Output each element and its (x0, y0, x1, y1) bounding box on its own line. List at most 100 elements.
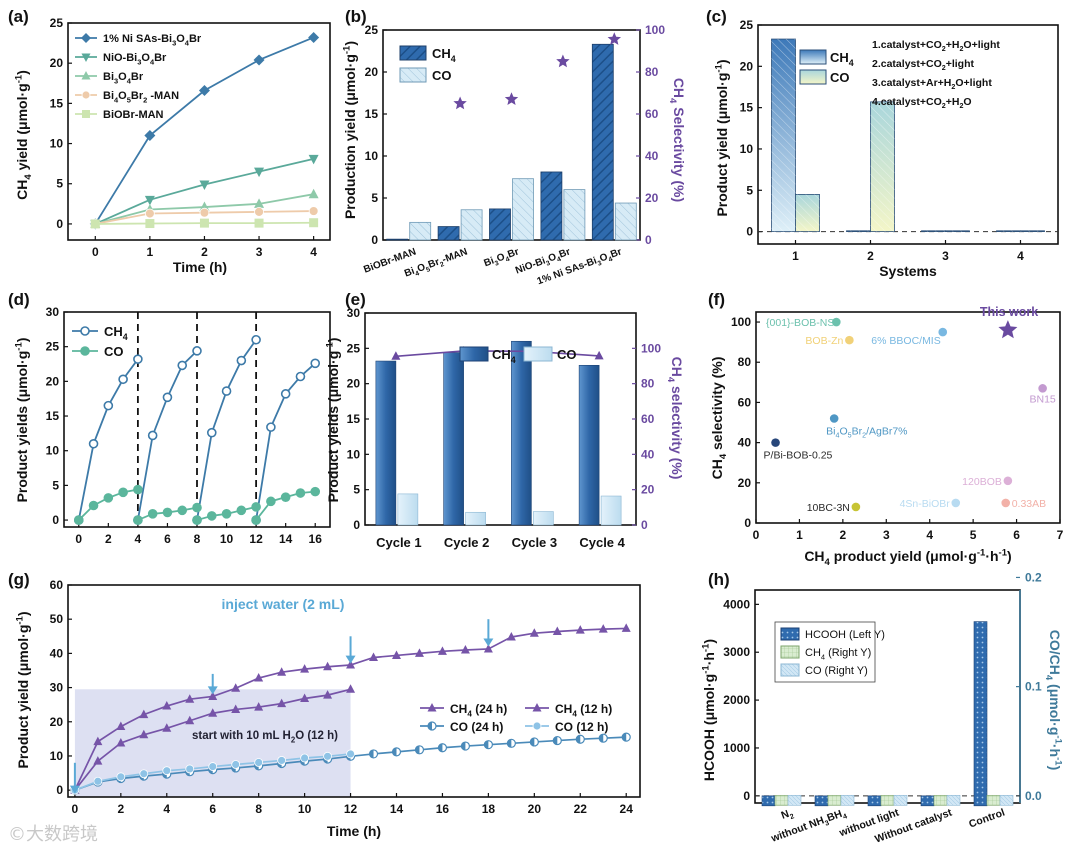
data-point (185, 694, 195, 703)
series-line (94, 36, 314, 225)
y-tick-label: 40 (738, 436, 752, 450)
data-point (295, 488, 306, 498)
data-point (116, 772, 126, 782)
data-point (300, 693, 310, 703)
bar-ch4 (443, 352, 464, 526)
panel-label: (a) (8, 7, 29, 26)
bar-hcooh (867, 795, 882, 807)
y-axis-label: Product yield (μmol·g-1) (714, 59, 730, 216)
y-tick-label: 10 (365, 149, 379, 163)
point-label: 10BC-3N (807, 502, 850, 514)
y2-axis-label: CH4 selectivity (%) (665, 357, 685, 480)
y-tick-label: 25 (740, 18, 754, 32)
x-tick-label: 1 (796, 528, 803, 542)
data-point (231, 683, 241, 692)
x-tick-label: Cycle 2 (444, 535, 490, 550)
bar-co (840, 794, 855, 806)
data-point (1003, 476, 1013, 486)
plot-frame (757, 24, 1059, 245)
legend-swatch (399, 45, 427, 61)
x-tick-label: 0 (92, 245, 99, 259)
data-point (116, 721, 126, 731)
panel-label: (b) (345, 7, 367, 26)
y-tick-label: 20 (50, 56, 64, 70)
legend-entry: BiOBr-MAN (103, 109, 164, 121)
x-tick-label: 14 (279, 532, 293, 546)
data-point (185, 715, 195, 725)
data-point (529, 737, 539, 747)
data-point (1038, 384, 1047, 393)
data-point (254, 702, 264, 711)
y-tick-label: 10 (50, 137, 64, 151)
legend-entry: CO (830, 70, 850, 85)
data-point (103, 400, 114, 411)
panel-f: (f) 0 20 40 60 80 100 0 1 2 3 4 5 6 7 CH4 product yield… (708, 290, 1064, 568)
data-point (938, 327, 948, 337)
x-tick-label: 3 (883, 528, 890, 542)
data-point-half (392, 747, 397, 756)
y-tick-label: 15 (50, 96, 64, 110)
x-tick-label: Bi3O4Br (482, 246, 521, 271)
legend-swatch (459, 346, 489, 362)
data-point (254, 758, 264, 767)
data-point (88, 500, 99, 511)
bar-co (409, 221, 432, 241)
point-label: 4Sn-BiOBr (900, 498, 951, 510)
point-label: 0.33AB (1012, 498, 1046, 510)
panel-label: (c) (706, 7, 727, 26)
data-point (483, 643, 493, 653)
data-point (575, 625, 585, 634)
data-point (192, 502, 202, 513)
legend-entry: CO (Right Y) (805, 665, 868, 677)
data-point-half (461, 742, 466, 751)
x-tick-label: 0 (75, 532, 82, 546)
x-tick-label: 6 (164, 532, 171, 546)
legend-entry: CH4 (432, 46, 456, 64)
x-tick-label: 24 (620, 802, 634, 816)
bar-co (893, 794, 908, 806)
data-point (506, 631, 516, 641)
x-tick-label: 5 (970, 528, 977, 542)
x-tick-label: 2 (867, 249, 874, 263)
data-point (90, 219, 100, 229)
y-tick-label: 20 (738, 476, 752, 490)
data-point (162, 723, 172, 732)
x-tick-label: 22 (574, 802, 588, 816)
data-point (829, 414, 839, 423)
y-tick-label: 25 (365, 23, 379, 37)
y-tick-label: 15 (740, 101, 754, 115)
data-point (206, 427, 217, 438)
point-label: This work (980, 305, 1038, 319)
legend-entry: CH4 (24 h) (450, 702, 507, 719)
data-point (308, 154, 319, 165)
annotation-text: 4.catalyst+CO2+H2O (872, 96, 972, 110)
bar-hcooh (814, 795, 829, 807)
bar-hcooh (920, 795, 935, 807)
data-point (254, 206, 264, 217)
data-point (221, 509, 232, 519)
data-point (295, 371, 306, 382)
data-point (277, 756, 287, 765)
y-tick-label: 20 (50, 715, 64, 729)
y-tick-label: 0 (52, 513, 59, 527)
legend-entry: HCOOH (Left Y) (805, 629, 885, 641)
legend-marker (80, 326, 90, 336)
bar-ch4 (827, 794, 842, 806)
x-axis-label: Time (h) (327, 823, 381, 839)
x-tick-label: 10 (298, 802, 312, 816)
data-point (310, 358, 321, 369)
bar-co (999, 794, 1014, 806)
point-label: BOB-Zn (805, 335, 843, 347)
x-tick-label: 14 (390, 802, 404, 816)
bar-ch4-hatch (771, 39, 796, 232)
data-point (185, 764, 195, 774)
x-tick-label: 3 (942, 249, 949, 263)
bar-ch4 (437, 226, 460, 241)
data-point (254, 218, 264, 228)
data-point (118, 487, 128, 498)
legend-marker (532, 721, 542, 731)
data-point-half (484, 740, 489, 749)
x-tick-label: 2 (840, 528, 847, 542)
x-tick-label: 8 (255, 802, 262, 816)
legend-marker (427, 703, 437, 712)
